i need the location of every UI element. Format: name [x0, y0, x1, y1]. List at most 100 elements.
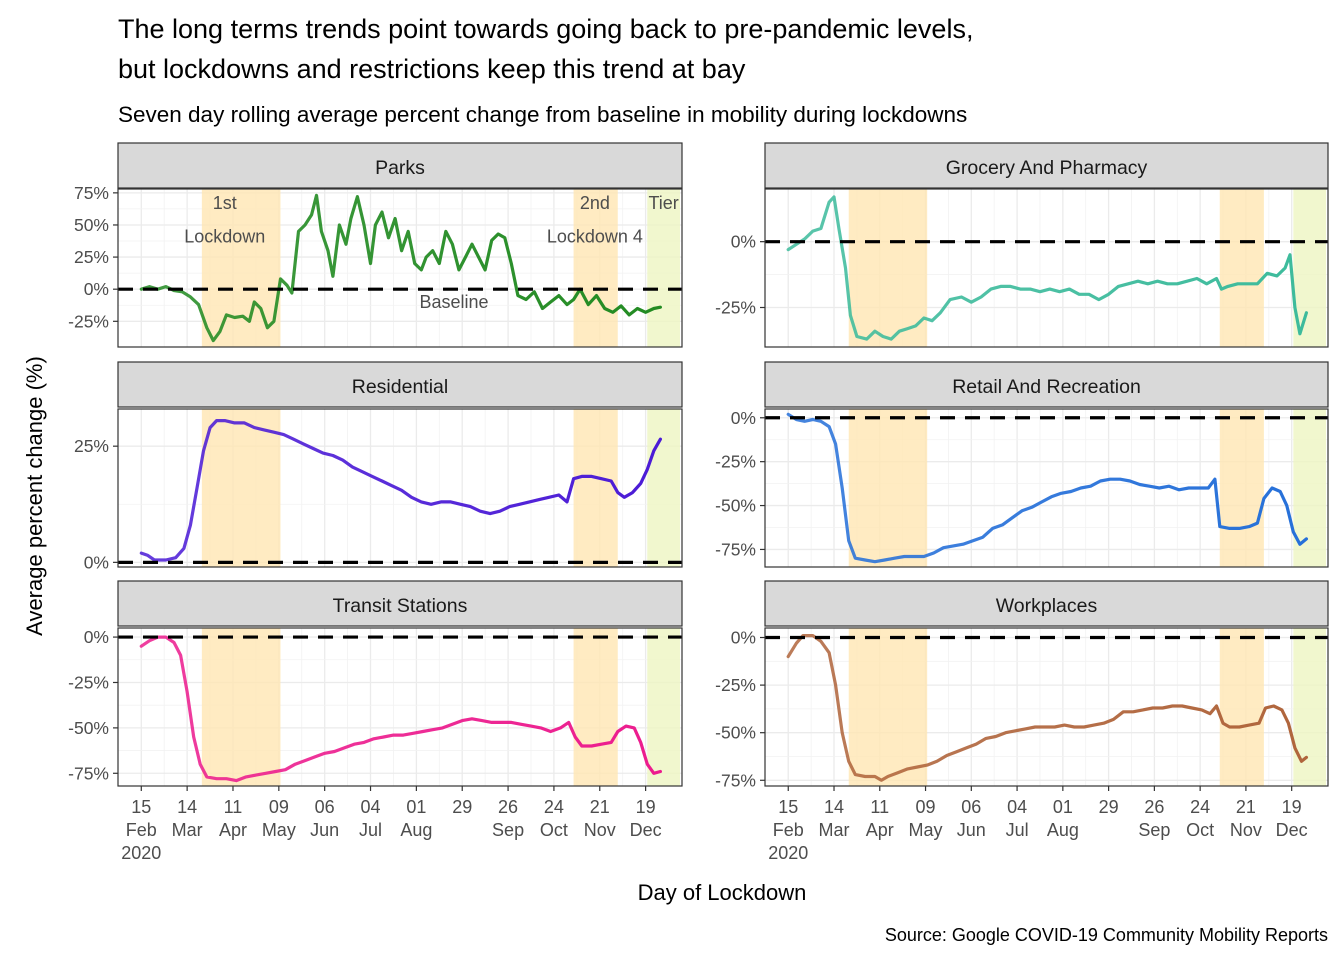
strip-retail-and-recreation — [764, 361, 1329, 408]
chart-title-line-1: The long terms trends point towards goin… — [118, 14, 973, 44]
lockdown-band-1 — [848, 189, 928, 347]
strip-label-retail-and-recreation: Retail And Recreation — [952, 376, 1141, 398]
panel-parks: Parks 75% 50% 25% 0% -25% 1st Lockdown 2nd Lockdo… — [68, 142, 683, 348]
y-tick-label: -75% — [715, 539, 756, 559]
lockdown-band-2 — [1219, 409, 1264, 567]
x-tick-label: 04 Jul — [1006, 797, 1029, 840]
series-line-parks — [139, 193, 663, 343]
annotation-label: 1st — [213, 193, 237, 213]
lockdown-band-1 — [848, 628, 928, 786]
y-tick-label: -25% — [715, 452, 756, 472]
chart-caption: Source: Google COVID-19 Community Mobili… — [885, 925, 1328, 945]
x-tick-label: 09 May — [909, 797, 943, 840]
strip-label-residential: Residential — [352, 376, 448, 398]
chart-title-line-2: but lockdowns and restrictions keep this… — [118, 54, 746, 84]
panel-grocery-and-pharmacy: Grocery And Pharmacy 0% -25% — [715, 142, 1329, 348]
lockdown-band-2 — [573, 189, 618, 347]
panel-workplaces: Workplaces 0% -25% -50% -75% 15 Feb 2020 14 Mar 11… — [715, 580, 1329, 863]
x-tick-label: 21 Nov — [1230, 797, 1262, 840]
panel-retail-and-recreation: Retail And Recreation 0% -25% -50% -75% — [715, 361, 1329, 568]
panel-border — [117, 188, 683, 348]
lockdown-band-3 — [647, 409, 681, 567]
y-tick-label: -50% — [68, 718, 109, 738]
annotation-label: Tier — [648, 193, 678, 213]
x-tick-label: 21 Nov — [584, 797, 616, 840]
strip-workplaces — [764, 580, 1329, 627]
x-tick-label: 14 Mar — [172, 797, 203, 840]
facet-panels: Parks 75% 50% 25% 0% -25% 1st Lockdown 2nd Lockdo… — [68, 142, 1329, 863]
x-tick-label: 11 Apr — [219, 797, 247, 840]
panel-border — [764, 188, 1329, 348]
annotation-label: Baseline — [420, 292, 489, 312]
x-tick-label: 26 Sep — [492, 797, 524, 840]
annotation-label: Lockdown 4 — [547, 227, 643, 247]
y-tick-label: -25% — [68, 311, 109, 331]
x-tick-label: 19 Dec — [1276, 797, 1308, 840]
panel-border — [117, 408, 683, 568]
x-tick-label: 15 Feb 2020 — [768, 797, 808, 863]
x-tick-label: 09 May — [262, 797, 296, 840]
x-tick-label: 04 Jul — [359, 797, 382, 840]
panel-border — [117, 627, 683, 787]
x-tick-label: 14 Mar — [819, 797, 850, 840]
strip-residential — [117, 361, 683, 408]
strip-parks — [117, 142, 683, 189]
x-tick-label: 11 Apr — [866, 797, 894, 840]
x-axis-title: Day of Lockdown — [638, 880, 807, 905]
lockdown-band-1 — [201, 189, 281, 347]
y-tick-label: 0% — [731, 408, 756, 428]
y-tick-label: 0% — [84, 627, 109, 647]
lockdown-band-2 — [573, 409, 618, 567]
series-line-residential — [139, 419, 663, 562]
y-tick-label: 50% — [74, 215, 109, 235]
series-line-grocery-and-pharmacy — [786, 195, 1309, 341]
panel-residential: Residential 25% 0% — [74, 361, 683, 572]
lockdown-band-1 — [201, 409, 281, 567]
x-tick-label: 26 Sep — [1138, 797, 1170, 840]
lockdown-band-3 — [1293, 628, 1327, 786]
strip-transit-stations — [117, 580, 683, 627]
y-tick-label: -50% — [715, 723, 756, 743]
x-tick-label: 01 Aug — [1047, 797, 1079, 840]
strip-label-grocery-and-pharmacy: Grocery And Pharmacy — [946, 157, 1148, 179]
x-tick-label: 15 Feb 2020 — [121, 797, 161, 863]
annotation-label: Lockdown — [184, 227, 265, 247]
strip-label-workplaces: Workplaces — [996, 595, 1098, 617]
annotation-label: 2nd — [580, 193, 610, 213]
panel-border — [764, 408, 1329, 568]
x-tick-label: 29 — [1099, 797, 1119, 817]
y-tick-label: -25% — [715, 298, 756, 318]
y-tick-label: 0% — [84, 279, 109, 299]
chart-subtitle: Seven day rolling average percent change… — [118, 102, 967, 127]
y-tick-label: 25% — [74, 436, 109, 456]
lockdown-band-3 — [647, 628, 681, 786]
lockdown-band-2 — [1219, 628, 1264, 786]
x-tick-label: 01 Aug — [400, 797, 432, 840]
y-tick-label: -75% — [68, 763, 109, 783]
panel-transit-stations: Transit Stations 0% -25% -50% -75% 15 Feb 2020 1… — [68, 580, 683, 863]
strip-grocery-and-pharmacy — [764, 142, 1329, 189]
x-tick-label: 29 — [452, 797, 472, 817]
panel-border — [764, 627, 1329, 787]
lockdown-band-2 — [573, 628, 618, 786]
y-tick-label: -25% — [68, 672, 109, 692]
y-tick-label: -75% — [715, 770, 756, 790]
series-line-workplaces — [786, 633, 1309, 782]
y-axis-title: Average percent change (%) — [22, 356, 47, 636]
strip-label-parks: Parks — [375, 157, 425, 179]
x-tick-label: 24 Oct — [1186, 797, 1214, 840]
y-tick-label: 0% — [731, 628, 756, 648]
y-tick-label: 0% — [84, 552, 109, 572]
x-tick-label: 19 Dec — [630, 797, 662, 840]
lockdown-band-1 — [201, 628, 281, 786]
y-tick-label: 25% — [74, 247, 109, 267]
y-tick-label: -50% — [715, 496, 756, 516]
strip-label-transit-stations: Transit Stations — [333, 595, 468, 617]
x-tick-label: 06 Jun — [957, 797, 986, 840]
series-line-retail-and-recreation — [786, 412, 1309, 564]
y-tick-label: -25% — [715, 675, 756, 695]
lockdown-band-1 — [848, 409, 928, 567]
y-tick-label: 75% — [74, 183, 109, 203]
lockdown-band-2 — [1219, 189, 1264, 347]
